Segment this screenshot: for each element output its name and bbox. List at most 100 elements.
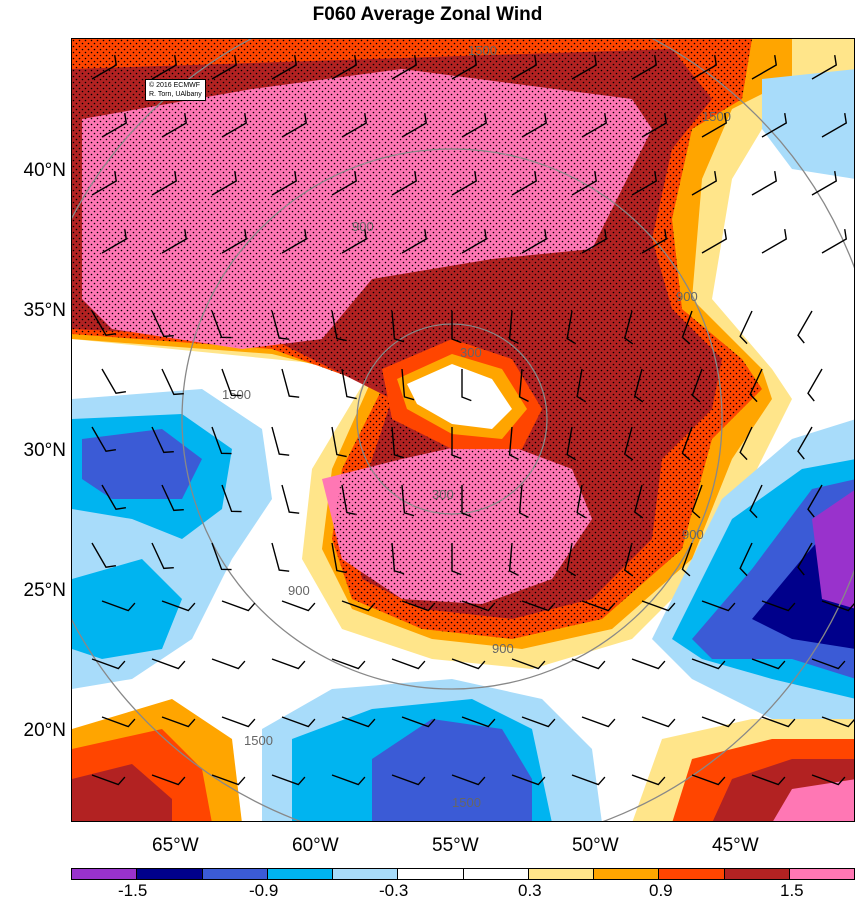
- range-ring-label: 300: [432, 487, 454, 502]
- colorbar-label: -0.9: [249, 881, 279, 900]
- wind-barb: [691, 55, 718, 80]
- credit-line: © 2016 ECMWF: [149, 82, 201, 89]
- wind-barb: [511, 774, 546, 786]
- wind-barb: [221, 113, 248, 138]
- wind-barb: [461, 369, 472, 402]
- wind-barb: [581, 716, 616, 728]
- wind-barb: [633, 368, 644, 403]
- lat-label: 35°N: [23, 300, 66, 321]
- wind-barb: [751, 55, 778, 80]
- wind-barb: [761, 229, 788, 254]
- wind-barb: [761, 600, 796, 612]
- wind-barb: [161, 484, 184, 512]
- wind-barb: [566, 542, 577, 577]
- wind-barb: [691, 774, 726, 786]
- wind-barb: [211, 310, 232, 339]
- wind-barb: [761, 716, 796, 728]
- wind-barb: [691, 171, 718, 196]
- lat-label: 20°N: [23, 720, 66, 741]
- colorbar-swatch: [72, 869, 138, 879]
- colorbar-swatch: [789, 869, 854, 879]
- wind-barb: [821, 229, 848, 254]
- map-panel: 300 300 900 900 900 900 900 1500 1500 1500 1500 150…: [71, 38, 855, 822]
- wind-barb: [797, 542, 813, 576]
- wind-barb: [631, 171, 658, 196]
- wind-barb: [211, 542, 232, 571]
- wind-barb: [821, 600, 854, 612]
- wind-barb: [761, 113, 788, 138]
- wind-barb: [151, 658, 186, 670]
- wind-barb: [161, 113, 188, 138]
- lat-label: 30°N: [23, 440, 66, 461]
- wind-barb: [281, 229, 308, 254]
- wind-barb: [91, 55, 118, 80]
- wind-barb: [91, 426, 116, 453]
- wind-barb: [91, 171, 118, 196]
- wind-barb: [461, 716, 496, 728]
- wind-barb: [518, 484, 529, 518]
- wind-barb: [451, 427, 462, 460]
- wind-barb: [701, 113, 728, 138]
- range-ring-label: 900: [676, 289, 698, 304]
- range-ring-labels: 300 300 900 900 900 900 900 1500 1500 1500 1500 150…: [222, 43, 731, 810]
- wind-barb: [701, 600, 736, 612]
- range-ring-label: 1500: [702, 109, 731, 124]
- wind-barb: [521, 229, 548, 254]
- wind-barb: [401, 229, 428, 254]
- colorbar-swatch: [528, 869, 594, 879]
- wind-barb: [508, 542, 519, 576]
- colorbar-label: -1.5: [118, 881, 148, 900]
- lon-label: 55°W: [432, 835, 479, 856]
- lon-label: 60°W: [292, 835, 339, 856]
- range-ring-label: 900: [352, 219, 374, 234]
- wind-barb: [518, 368, 529, 402]
- colorbar-label: -0.3: [379, 881, 409, 900]
- wind-barb: [341, 716, 376, 728]
- wind-barb: [633, 484, 644, 519]
- wind-barb: [161, 368, 184, 396]
- colorbar-swatch: [724, 869, 790, 879]
- wind-barb: [391, 55, 418, 80]
- lon-label: 65°W: [152, 835, 199, 856]
- wind-barb: [91, 310, 116, 337]
- wind-barb: [571, 774, 606, 786]
- wind-barb: [341, 229, 368, 254]
- wind-barb: [623, 426, 634, 461]
- wind-barb: [631, 774, 666, 786]
- wind-barb: [566, 426, 577, 461]
- wind-barb: [508, 426, 519, 460]
- wind-barb: [511, 658, 546, 670]
- wind-barb: [331, 310, 347, 342]
- wind-barb: [211, 774, 246, 786]
- wind-barb: [681, 310, 693, 345]
- wind-barb: [451, 55, 478, 80]
- wind-barb: [271, 774, 306, 786]
- wind-barb: [581, 600, 616, 612]
- wind-barb: [807, 368, 823, 402]
- wind-barb: [821, 113, 848, 138]
- colorbar-swatch: [202, 869, 268, 879]
- wind-barb: [211, 426, 232, 455]
- wind-barb: [641, 600, 676, 612]
- wind-barb: [631, 55, 658, 80]
- wind-barb: [331, 658, 366, 670]
- wind-barb: [576, 368, 587, 403]
- wind-barbs: [91, 55, 854, 786]
- wind-barb: [797, 426, 813, 460]
- wind-barb: [807, 484, 823, 518]
- wind-barb: [451, 171, 478, 196]
- wind-barb: [151, 55, 178, 80]
- wind-barb: [341, 600, 376, 612]
- range-ring-label: 300: [460, 345, 482, 360]
- wind-barb: [401, 716, 436, 728]
- wind-barb: [91, 542, 116, 569]
- wind-barb: [221, 229, 248, 254]
- wind-barb: [571, 658, 606, 670]
- wind-barb: [281, 368, 300, 398]
- colorbar-swatch: [333, 869, 399, 879]
- wind-barb: [271, 658, 306, 670]
- wind-barb: [151, 310, 174, 338]
- colorbar-swatch: [659, 869, 725, 879]
- wind-barb: [701, 716, 736, 728]
- wind-barb: [641, 229, 668, 254]
